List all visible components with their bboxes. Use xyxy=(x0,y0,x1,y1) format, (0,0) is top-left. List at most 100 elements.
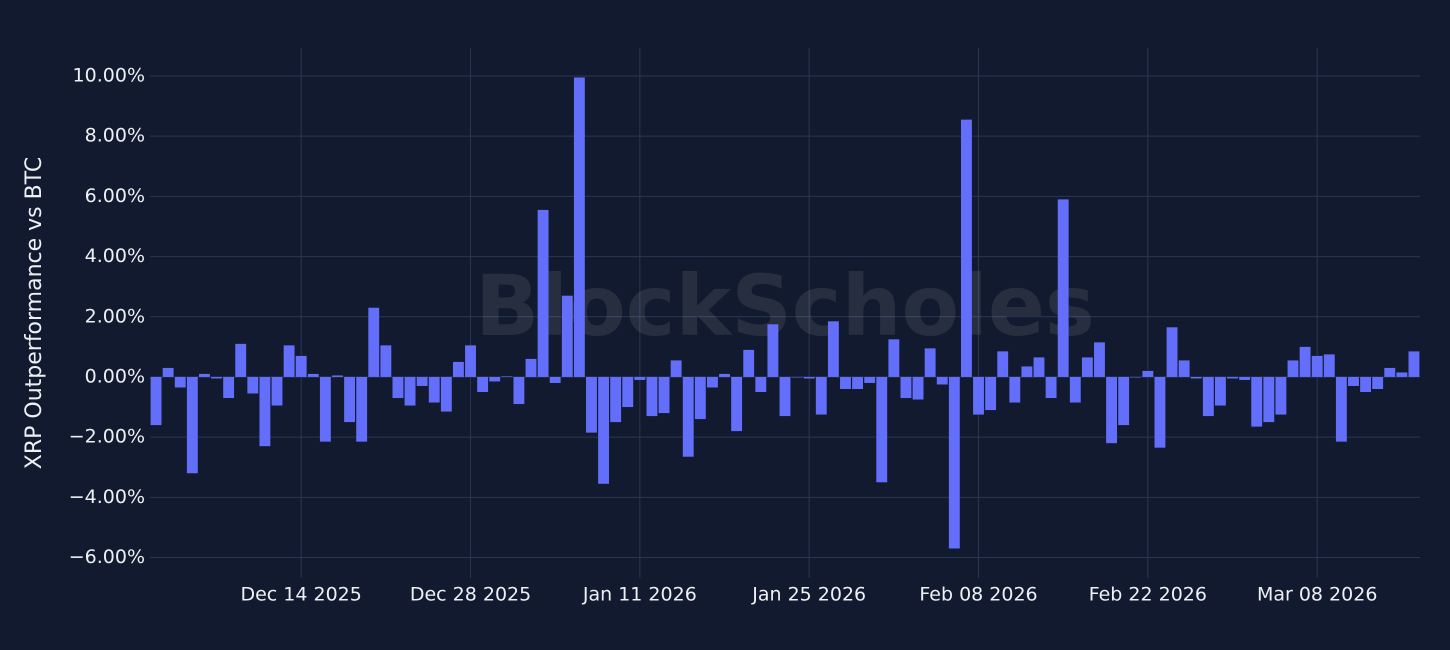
bar xyxy=(694,376,706,420)
bar xyxy=(1360,376,1372,393)
bar xyxy=(610,376,622,423)
bar xyxy=(936,376,948,385)
bar xyxy=(1251,376,1263,427)
bar xyxy=(743,349,755,377)
x-tick-label: Dec 28 2025 xyxy=(410,584,531,606)
bar xyxy=(719,373,730,377)
bar xyxy=(356,376,368,442)
bar xyxy=(1287,360,1299,377)
bar xyxy=(912,376,924,400)
bar xyxy=(416,376,428,386)
y-tick-label: 6.00% xyxy=(85,185,145,207)
bar xyxy=(900,376,912,399)
bar xyxy=(283,345,295,377)
bar xyxy=(404,376,416,406)
bar xyxy=(1214,376,1226,406)
bar xyxy=(1348,376,1359,386)
bar xyxy=(1299,346,1311,377)
bar xyxy=(1384,367,1396,377)
bar xyxy=(1239,376,1251,380)
bar xyxy=(259,376,271,447)
bar xyxy=(271,376,283,406)
bar xyxy=(307,373,319,377)
bar xyxy=(513,376,525,405)
bar xyxy=(1227,376,1238,379)
bar xyxy=(198,373,210,377)
bar xyxy=(537,209,549,377)
bar xyxy=(332,375,343,377)
bar xyxy=(973,376,984,415)
x-tick-label: Jan 11 2026 xyxy=(582,584,697,606)
bar xyxy=(755,376,767,393)
bar xyxy=(876,376,888,483)
bar xyxy=(622,376,634,408)
x-tick-label: Feb 08 2026 xyxy=(919,584,1037,606)
x-tick-label: Jan 25 2026 xyxy=(751,584,866,606)
bar xyxy=(1033,357,1045,377)
y-tick-label: 10.00% xyxy=(73,64,145,86)
bar xyxy=(1057,199,1069,377)
bar xyxy=(598,376,610,484)
bar xyxy=(1335,376,1347,442)
bar xyxy=(960,119,972,377)
bar xyxy=(186,376,198,474)
bar xyxy=(658,376,670,414)
bar xyxy=(561,295,573,377)
bar xyxy=(368,307,380,377)
bar xyxy=(223,376,235,399)
bar xyxy=(682,376,694,457)
bar xyxy=(1372,376,1384,389)
bar xyxy=(295,355,307,377)
bar xyxy=(1009,376,1021,403)
bar xyxy=(815,376,827,415)
y-tick-label: 0.00% xyxy=(85,365,145,387)
bar xyxy=(440,376,452,412)
bar xyxy=(767,324,779,377)
bar xyxy=(1275,376,1287,415)
bar xyxy=(670,360,682,377)
y-axis-title: XRP Outperformance vs BTC xyxy=(22,157,47,469)
bar xyxy=(452,361,464,377)
bar xyxy=(1190,376,1202,379)
bar xyxy=(247,376,259,394)
bar xyxy=(392,376,404,399)
bar xyxy=(549,376,561,383)
bar xyxy=(779,376,791,417)
bar xyxy=(1045,376,1057,399)
bar xyxy=(477,376,489,393)
y-tick-label: 4.00% xyxy=(85,245,145,267)
y-tick-label: 8.00% xyxy=(85,125,145,147)
bar xyxy=(997,351,1009,377)
bar xyxy=(731,376,743,432)
bar xyxy=(1081,357,1093,377)
bar xyxy=(174,376,186,388)
bar xyxy=(864,376,876,383)
bar xyxy=(1069,376,1081,403)
bar xyxy=(1311,355,1323,377)
bar xyxy=(1202,376,1214,417)
bar xyxy=(235,343,247,377)
bar xyxy=(1021,366,1033,377)
y-tick-label: −4.00% xyxy=(69,486,145,508)
bar xyxy=(586,376,597,433)
x-tick-label: Mar 08 2026 xyxy=(1257,584,1377,606)
bar xyxy=(501,376,513,377)
bar xyxy=(1106,376,1118,444)
bar xyxy=(465,345,476,377)
bar xyxy=(344,376,356,423)
bar xyxy=(1142,370,1154,377)
x-tick-label: Feb 22 2026 xyxy=(1089,584,1207,606)
bar xyxy=(1154,376,1166,448)
bar xyxy=(319,376,331,442)
bar xyxy=(924,348,936,377)
bar xyxy=(840,376,851,389)
bar xyxy=(852,376,864,389)
bar xyxy=(573,77,585,377)
bar xyxy=(1396,372,1408,377)
bar xyxy=(380,345,392,377)
bar xyxy=(525,358,537,377)
bar xyxy=(1408,351,1420,377)
y-tick-label: −6.00% xyxy=(69,546,145,568)
bar xyxy=(888,339,900,377)
